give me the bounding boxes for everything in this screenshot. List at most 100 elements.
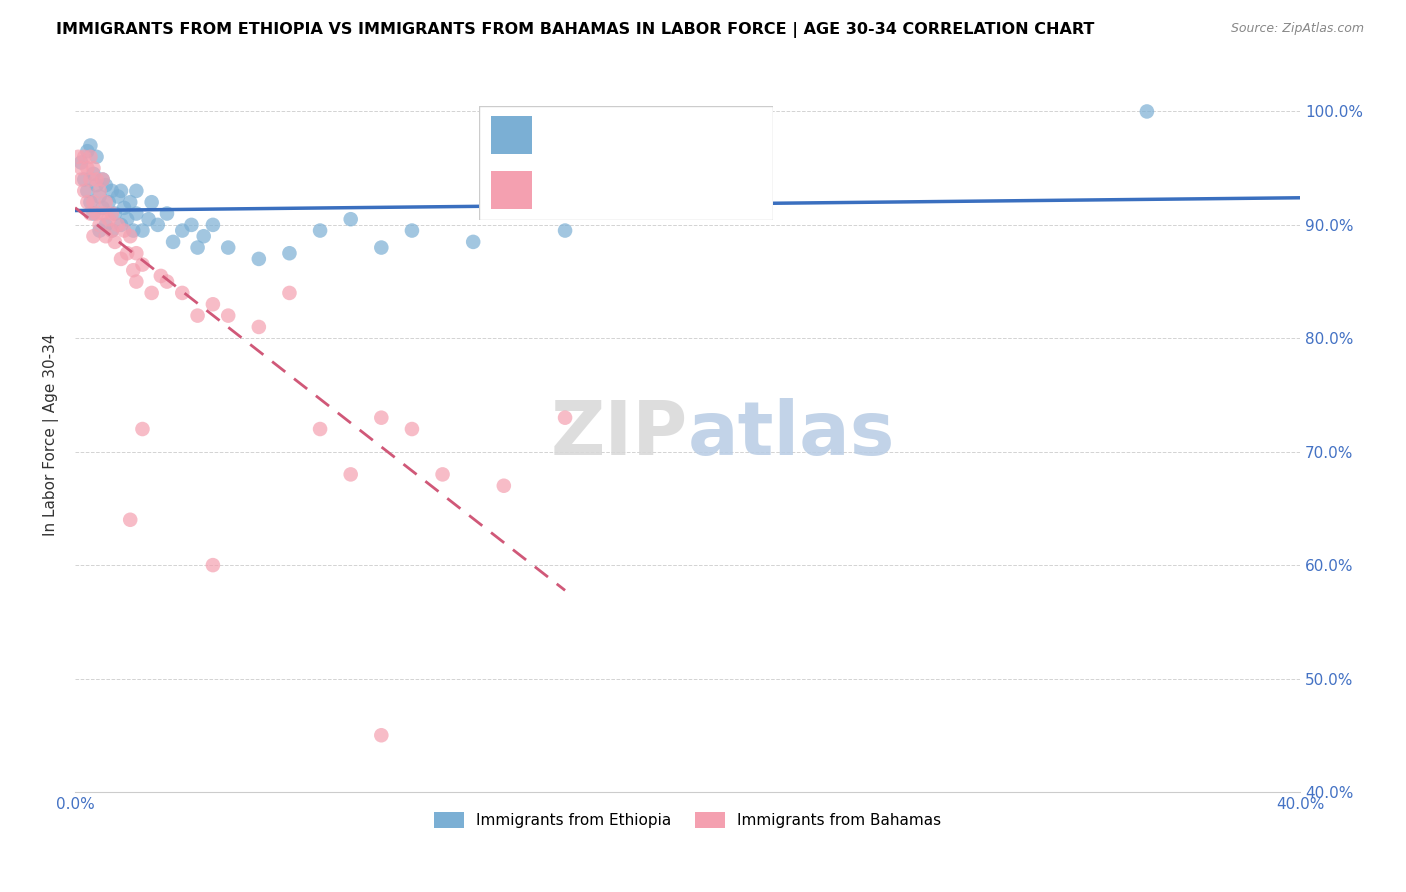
Point — [107, 189, 129, 203]
Point — [86, 172, 108, 186]
Legend: Immigrants from Ethiopia, Immigrants from Bahamas: Immigrants from Ethiopia, Immigrants fro… — [427, 806, 948, 834]
Point — [125, 206, 148, 220]
Point — [110, 218, 132, 232]
Point — [79, 206, 101, 220]
Point — [247, 320, 270, 334]
Point — [76, 161, 98, 176]
Point — [131, 223, 153, 237]
Point — [94, 229, 117, 244]
Point — [187, 309, 209, 323]
Point — [94, 195, 117, 210]
Point — [120, 229, 142, 244]
Point — [278, 246, 301, 260]
Point — [172, 285, 194, 300]
Point — [97, 212, 120, 227]
Point — [172, 223, 194, 237]
Point — [432, 467, 454, 482]
Point — [193, 229, 215, 244]
Point — [201, 558, 224, 573]
Point — [120, 513, 142, 527]
Text: Source: ZipAtlas.com: Source: ZipAtlas.com — [1230, 22, 1364, 36]
Point — [79, 195, 101, 210]
Point — [122, 223, 145, 237]
Point — [125, 275, 148, 289]
Point — [120, 195, 142, 210]
Point — [107, 218, 129, 232]
Point — [201, 218, 224, 232]
Point — [180, 218, 202, 232]
Point — [131, 422, 153, 436]
Point — [138, 212, 160, 227]
Point — [110, 252, 132, 266]
Y-axis label: In Labor Force | Age 30-34: In Labor Force | Age 30-34 — [44, 334, 59, 536]
Point — [162, 235, 184, 249]
Point — [309, 422, 332, 436]
Point — [91, 206, 114, 220]
Point — [91, 201, 114, 215]
Text: IMMIGRANTS FROM ETHIOPIA VS IMMIGRANTS FROM BAHAMAS IN LABOR FORCE | AGE 30-34 C: IMMIGRANTS FROM ETHIOPIA VS IMMIGRANTS F… — [56, 22, 1095, 38]
Point — [156, 206, 179, 220]
Point — [110, 184, 132, 198]
Point — [370, 241, 392, 255]
Point — [149, 268, 172, 283]
Point — [82, 229, 104, 244]
Point — [82, 195, 104, 210]
Point — [141, 195, 163, 210]
Point — [247, 252, 270, 266]
Point — [76, 184, 98, 198]
Point — [101, 206, 124, 220]
Point — [86, 206, 108, 220]
Text: ZIP: ZIP — [550, 398, 688, 471]
Point — [115, 212, 138, 227]
Point — [76, 144, 98, 158]
Point — [70, 155, 93, 169]
Point — [104, 206, 127, 220]
Point — [122, 263, 145, 277]
Point — [79, 138, 101, 153]
Point — [89, 218, 111, 232]
Point — [492, 479, 515, 493]
Point — [82, 206, 104, 220]
Point — [86, 178, 108, 193]
Point — [309, 223, 332, 237]
Point — [94, 218, 117, 232]
Point — [370, 410, 392, 425]
Point — [125, 246, 148, 260]
Point — [104, 235, 127, 249]
Point — [76, 195, 98, 210]
Point — [339, 212, 361, 227]
Point — [82, 167, 104, 181]
Point — [89, 189, 111, 203]
Point — [73, 150, 96, 164]
Point — [1136, 104, 1159, 119]
Point — [101, 223, 124, 237]
Point — [554, 410, 576, 425]
Point — [463, 235, 485, 249]
Point — [70, 172, 93, 186]
Point — [101, 184, 124, 198]
Point — [67, 150, 90, 164]
Point — [217, 309, 239, 323]
Point — [70, 161, 93, 176]
Point — [91, 172, 114, 186]
Point — [115, 246, 138, 260]
Point — [112, 223, 135, 237]
Point — [82, 161, 104, 176]
Text: atlas: atlas — [688, 398, 896, 471]
Point — [73, 184, 96, 198]
Point — [278, 285, 301, 300]
Point — [217, 241, 239, 255]
Point — [187, 241, 209, 255]
Point — [94, 178, 117, 193]
Point — [89, 223, 111, 237]
Point — [79, 172, 101, 186]
Point — [554, 223, 576, 237]
Point — [86, 150, 108, 164]
Point — [401, 422, 423, 436]
Point — [201, 297, 224, 311]
Point — [370, 728, 392, 742]
Point — [156, 275, 179, 289]
Point — [146, 218, 169, 232]
Point — [79, 150, 101, 164]
Point — [141, 285, 163, 300]
